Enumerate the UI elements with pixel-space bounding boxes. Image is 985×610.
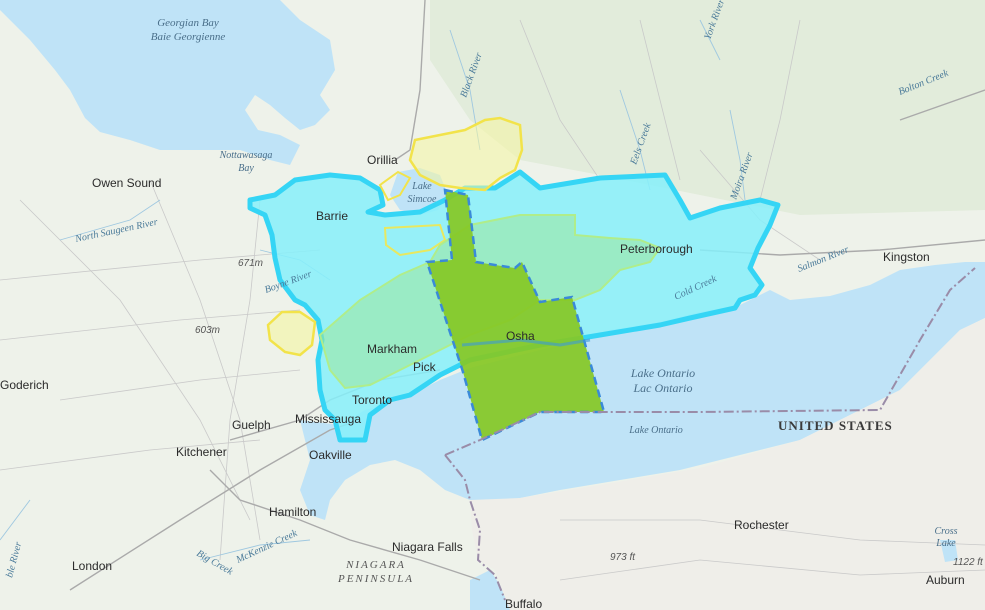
label-cross-lake-1: Cross xyxy=(935,526,958,537)
subregion-orillia-edge xyxy=(378,170,412,202)
label-lake-simcoe-1: Lake xyxy=(411,181,432,192)
lake-ontario-water xyxy=(300,262,985,520)
label-london: London xyxy=(72,559,112,573)
label-barrie: Barrie xyxy=(316,209,348,223)
label-nottawasaga-bay-1: Nottawasaga xyxy=(219,150,273,161)
subregion-barrie-south xyxy=(383,223,447,257)
label-oakville: Oakville xyxy=(309,448,352,462)
label-elevation-671: 671m xyxy=(238,258,263,269)
label-toronto: Toronto xyxy=(352,393,392,407)
label-guelph: Guelph xyxy=(232,418,271,432)
label-hamilton: Hamilton xyxy=(269,505,316,519)
niagara-border xyxy=(444,454,506,601)
label-kitchener: Kitchener xyxy=(176,445,227,459)
label-elevation-603: 603m xyxy=(195,325,220,336)
label-lake-ontario-2: Lake Ontario xyxy=(628,425,683,436)
label-niagara-peninsula-1: NIAGARA xyxy=(345,559,406,571)
label-baie-georgienne: Baie Georgienne xyxy=(151,31,226,43)
label-nottawasaga-bay-2: Bay xyxy=(238,163,254,174)
new-york-land xyxy=(470,318,985,610)
label-auburn: Auburn xyxy=(926,573,965,587)
focus-area-polygon[interactable] xyxy=(425,188,606,442)
subregion-lake-simcoe[interactable] xyxy=(408,116,524,192)
label-niagara-peninsula-2: PENINSULA xyxy=(337,573,414,585)
label-georgian-bay: Georgian Bay xyxy=(157,17,219,29)
label-lake-ontario-1: Lake Ontario xyxy=(630,366,695,380)
label-niagara-falls: Niagara Falls xyxy=(392,540,463,554)
label-united-states: UNITED STATES xyxy=(778,418,893,433)
label-buffalo: Buffalo xyxy=(505,597,542,610)
label-elevation-973: 973 ft xyxy=(610,552,636,563)
label-elevation-1122: 1122 ft xyxy=(953,557,984,568)
label-oshawa: Osha xyxy=(506,329,535,343)
label-lac-ontario: Lac Ontario xyxy=(632,381,692,395)
georgian-bay-water xyxy=(0,0,335,165)
label-pickering: Pick xyxy=(413,360,437,374)
international-border xyxy=(444,267,976,456)
label-markham: Markham xyxy=(367,342,417,356)
label-peterborough: Peterborough xyxy=(620,242,693,256)
label-lake-simcoe-2: Simcoe xyxy=(408,194,437,205)
label-rochester: Rochester xyxy=(734,518,789,532)
focus-shoreline xyxy=(461,338,591,347)
label-mississauga: Mississauga xyxy=(295,412,361,426)
label-cross-lake-2: Lake xyxy=(935,538,956,549)
label-owen-sound: Owen Sound xyxy=(92,176,161,190)
forest-area xyxy=(430,0,985,215)
label-orillia: Orillia xyxy=(367,153,398,167)
cross-lake-water xyxy=(940,540,958,562)
subregion-west[interactable] xyxy=(266,310,317,357)
label-goderich: Goderich xyxy=(0,378,49,392)
label-kingston: Kingston xyxy=(883,250,930,264)
